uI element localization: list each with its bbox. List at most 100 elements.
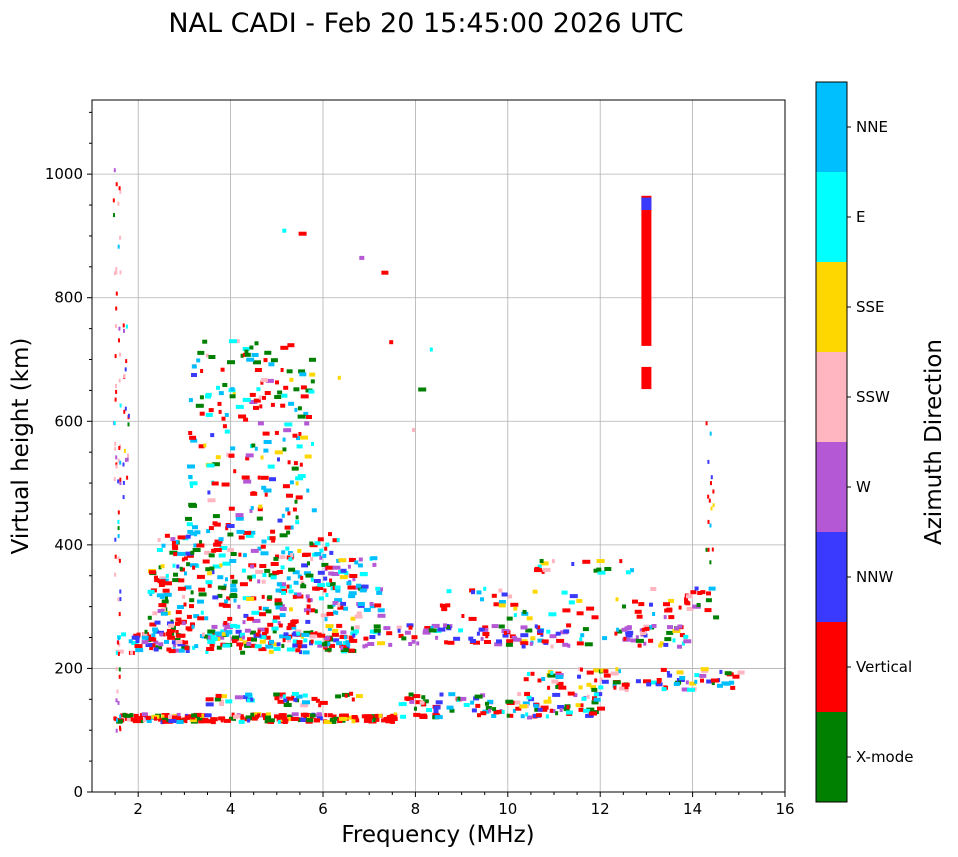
- echo-mark: [704, 608, 712, 613]
- echo-mark: [190, 550, 195, 555]
- echo-mark: [208, 408, 214, 413]
- echo-mark: [681, 641, 685, 646]
- echo-mark: [433, 709, 439, 714]
- echo-mark: [580, 667, 583, 672]
- echo-mark: [339, 635, 348, 639]
- echo-mark: [689, 681, 697, 686]
- echo-mark: [294, 629, 302, 634]
- echo-mark: [222, 603, 231, 608]
- echo-mark: [400, 714, 407, 719]
- echo-mark: [168, 714, 172, 719]
- echo-mark: [203, 443, 207, 448]
- echo-mark: [636, 614, 643, 619]
- y-tick-label: 200: [54, 659, 83, 677]
- echo-mark: [344, 571, 349, 575]
- echo-mark: [318, 596, 324, 601]
- echo-mark: [334, 598, 343, 603]
- echo-mark: [285, 507, 290, 512]
- echo-mark: [522, 701, 530, 706]
- echo-mark: [646, 682, 652, 687]
- echo-mark: [569, 594, 578, 599]
- echo-mark: [705, 598, 712, 603]
- echo-mark: [126, 717, 131, 722]
- echo-mark: [258, 647, 267, 652]
- echo-mark: [177, 535, 186, 540]
- echo-mark: [398, 702, 407, 707]
- echo-mark: [177, 642, 186, 647]
- echo-mark: [298, 432, 302, 436]
- echo-mark: [305, 594, 310, 599]
- echo-mark: [591, 700, 599, 705]
- echo-mark: [227, 616, 233, 621]
- echo-mark: [476, 590, 482, 595]
- colorbar-segment: [816, 622, 847, 712]
- echo-mark: [217, 585, 226, 590]
- echo-mark: [393, 712, 397, 717]
- echo-mark: [345, 640, 350, 645]
- echo-mark: [331, 719, 337, 724]
- echo-mark: [327, 604, 334, 609]
- echo-mark: [673, 682, 680, 686]
- echo-mark: [122, 462, 125, 467]
- echo-mark: [115, 666, 118, 671]
- echo-mark: [336, 641, 343, 646]
- echo-mark: [660, 667, 667, 672]
- echo-mark: [334, 585, 341, 590]
- echo-mark: [118, 558, 121, 563]
- echo-mark: [232, 635, 240, 640]
- echo-mark: [186, 553, 194, 558]
- echo-mark: [207, 635, 211, 640]
- echo-mark: [117, 526, 120, 531]
- colorbar-segment: [816, 442, 847, 532]
- echo-mark: [441, 607, 448, 612]
- echo-mark: [297, 406, 302, 411]
- echo-mark: [242, 640, 248, 645]
- echo-mark: [245, 533, 254, 538]
- red-vertical-bar-lower: [641, 366, 652, 390]
- colorbar-label: NNE: [856, 118, 888, 136]
- echo-mark: [211, 462, 220, 467]
- echo-mark: [376, 717, 380, 722]
- x-tick-label: 12: [591, 800, 610, 818]
- echo-mark: [118, 667, 121, 672]
- echo-mark: [178, 578, 185, 583]
- echo-mark: [622, 604, 626, 609]
- echo-mark: [115, 649, 124, 654]
- echo-mark: [498, 603, 506, 608]
- echo-mark: [306, 718, 314, 723]
- echo-mark: [217, 401, 222, 406]
- echo-mark: [663, 615, 667, 620]
- echo-mark: [277, 518, 283, 523]
- echo-mark: [537, 707, 543, 712]
- echo-mark: [408, 625, 413, 630]
- echo-mark: [241, 475, 250, 480]
- echo-mark: [241, 568, 246, 573]
- echo-mark: [287, 622, 296, 627]
- echo-mark: [260, 475, 269, 480]
- echo-mark: [176, 564, 180, 569]
- echo-mark: [233, 469, 237, 474]
- colorbar-label: SSE: [856, 298, 885, 316]
- echo-mark: [172, 578, 181, 583]
- echo-mark: [216, 385, 220, 390]
- echo-mark: [310, 577, 314, 582]
- echo-mark: [179, 566, 183, 571]
- echo-mark: [562, 642, 569, 647]
- echo-mark: [214, 631, 223, 636]
- echo-mark: [353, 718, 360, 723]
- echo-mark: [255, 632, 260, 637]
- echo-mark: [338, 716, 347, 721]
- echo-mark: [329, 643, 335, 648]
- echo-mark: [201, 632, 205, 637]
- echo-mark: [223, 627, 227, 632]
- echo-mark: [297, 474, 306, 479]
- echo-mark: [517, 692, 522, 697]
- echo-mark: [200, 369, 204, 373]
- echo-mark: [485, 706, 492, 710]
- echo-mark: [263, 440, 272, 444]
- echo-mark: [236, 529, 245, 534]
- echo-mark: [114, 354, 117, 359]
- echo-mark: [550, 708, 554, 713]
- echo-mark: [127, 422, 130, 427]
- echo-mark: [374, 603, 382, 608]
